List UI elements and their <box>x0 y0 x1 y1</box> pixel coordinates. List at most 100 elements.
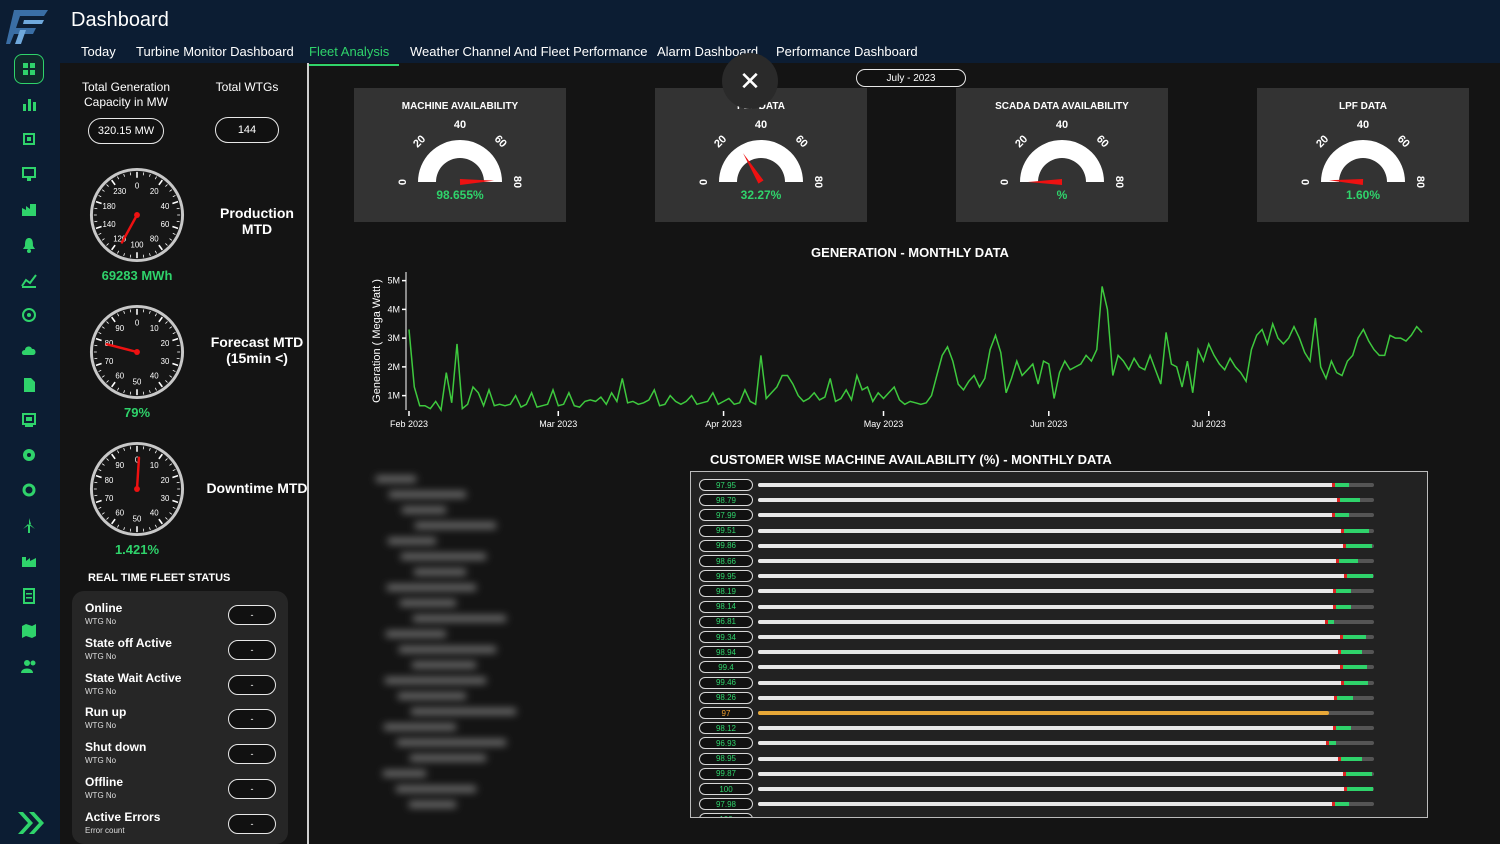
availability-bar-track <box>758 650 1374 655</box>
wtg-value: 144 <box>215 117 279 143</box>
blurred-customer-name <box>413 615 506 622</box>
gauge-tick-label: 20 <box>1013 133 1030 150</box>
availability-value: 99.87 <box>699 767 753 780</box>
factory-nav-button[interactable] <box>14 194 44 224</box>
speedometer-needle <box>105 342 139 354</box>
availability-bar-red <box>1344 787 1347 791</box>
availability-bar-fill <box>758 513 1335 518</box>
fleet-status-row: Run up WTG No - <box>85 705 285 735</box>
double-chevron-right-icon[interactable] <box>16 810 46 836</box>
availability-bar-green <box>1336 589 1351 594</box>
month-selector[interactable]: July - 2023 <box>856 69 966 87</box>
availability-bar-red <box>1332 483 1335 487</box>
cog-nav-button[interactable] <box>14 475 44 505</box>
availability-bar-fill <box>758 695 1337 700</box>
availability-value: 96.81 <box>699 615 753 628</box>
cloud-icon <box>21 346 36 355</box>
tab-fleet-analysis[interactable]: Fleet Analysis <box>299 44 400 66</box>
availability-bar-fill <box>758 756 1341 761</box>
generation-series-line <box>408 286 1423 413</box>
wind-turbine-nav-button[interactable] <box>14 510 44 540</box>
availability-row: 99.34 <box>699 631 1419 644</box>
fleet-status-row: State off Active WTG No - <box>85 636 285 666</box>
report-nav-button[interactable] <box>14 405 44 435</box>
availability-bar-green <box>1346 543 1372 548</box>
cloud-nav-button[interactable] <box>14 335 44 365</box>
availability-row: 96.93 <box>699 737 1419 750</box>
map-nav-button[interactable] <box>14 616 44 646</box>
capacity-label: Total Generation Capacity in MW <box>81 80 171 109</box>
blurred-customer-name <box>415 522 496 529</box>
speedometer-tick-label: 60 <box>161 220 170 229</box>
speedometer-tick-label: 140 <box>103 220 117 229</box>
monitor-nav-button[interactable] <box>14 159 44 189</box>
gear-nav-button[interactable] <box>14 440 44 470</box>
speedometer-tick-label: 70 <box>105 494 114 503</box>
analytics-nav-button[interactable] <box>14 265 44 295</box>
chip-nav-button[interactable] <box>14 124 44 154</box>
blurred-customer-name <box>385 677 486 684</box>
speedometer-value: 69283 MWh <box>101 268 173 283</box>
blurred-customer-name <box>402 507 446 513</box>
speedometer-tick-label: 70 <box>105 357 114 366</box>
availability-row: 97.95 <box>699 479 1419 492</box>
panel-divider <box>307 63 309 844</box>
blurred-customer-name <box>387 584 476 591</box>
blurred-customer-name <box>384 724 456 730</box>
availability-bar-red <box>1333 604 1336 609</box>
close-icon: ✕ <box>739 65 761 96</box>
gauge-needle <box>1028 179 1062 185</box>
availability-row: 96.81 <box>699 615 1419 629</box>
availability-row: 98.14 <box>699 600 1419 614</box>
tab-today[interactable]: Today <box>81 44 116 59</box>
availability-value: 98.26 <box>699 691 753 704</box>
mtd-label: Downtime MTD <box>206 480 308 496</box>
speedometer-tick-label: 0 <box>135 319 140 328</box>
log-nav-button[interactable] <box>14 581 44 611</box>
availability-row: 97.99 <box>699 509 1419 522</box>
availability-bar-track <box>758 741 1374 746</box>
availability-row: 99.51 <box>699 524 1419 538</box>
speedometer-tick-label: 80 <box>105 339 114 348</box>
blurred-customer-name <box>401 553 486 560</box>
fleet-status-name: State Wait Active <box>85 670 182 685</box>
grid-nav-button[interactable] <box>14 54 44 84</box>
fleet-status-name: Shut down <box>85 740 147 755</box>
availability-bar-track <box>758 604 1374 609</box>
speedometer-tick-label: 30 <box>161 357 170 366</box>
tab-weather-channel-and-fleet-performance[interactable]: Weather Channel And Fleet Performance <box>410 44 648 59</box>
speedometer-tick-label: 20 <box>150 187 159 196</box>
gauge-tick-label: 0 <box>698 179 710 185</box>
bar-chart-nav-button[interactable] <box>14 89 44 119</box>
x-tick-label: Mar 2023 <box>539 419 577 429</box>
tab-alarm-dashboard[interactable]: Alarm Dashboard <box>657 44 759 59</box>
gauge-card-lpf-data: LPF DATA 0 20 40 60 80 1.60% <box>1257 88 1469 222</box>
availability-bar-green <box>1347 817 1373 818</box>
close-button[interactable]: ✕ <box>722 53 778 109</box>
availability-bar-red <box>1341 680 1344 685</box>
tab-turbine-monitor-dashboard[interactable]: Turbine Monitor Dashboard <box>136 44 294 59</box>
fleet-status-value: - <box>228 779 276 799</box>
settings-gear-nav-button[interactable] <box>14 300 44 330</box>
gauge-tick-label: 80 <box>1113 176 1125 188</box>
y-tick-label: 5M <box>387 276 400 286</box>
availability-bar-fill <box>758 528 1344 533</box>
bell-nav-button[interactable] <box>14 230 44 260</box>
availability-value: 99.4 <box>699 661 753 674</box>
availability-bars-panel: 97.95 98.79 97.99 99.51 99.86 98.66 99.95 98.19… <box>690 471 1428 818</box>
availability-row: 97 <box>699 707 1419 720</box>
speedometer-tick-label: 40 <box>150 372 159 381</box>
document-nav-button[interactable] <box>14 370 44 400</box>
availability-row: 99.87 <box>699 767 1419 781</box>
top-bar <box>0 0 1500 63</box>
users-nav-button[interactable] <box>14 651 44 681</box>
speedometer-tick-label: 40 <box>150 509 159 518</box>
tab-performance-dashboard[interactable]: Performance Dashboard <box>776 44 918 59</box>
wtg-label: Total WTGs <box>215 80 279 94</box>
gauge-card-machine-availability: MACHINE AVAILABILITY 0 20 40 60 80 98.655% <box>354 88 566 222</box>
gear-icon <box>23 449 35 462</box>
availability-bar-fill <box>758 817 1347 818</box>
industry-nav-button[interactable] <box>14 545 44 575</box>
